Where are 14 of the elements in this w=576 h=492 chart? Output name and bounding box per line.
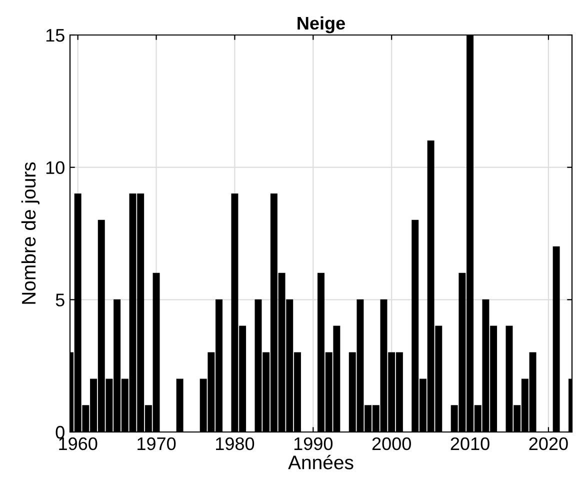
y-tick-label: 10	[46, 161, 64, 174]
chart-title: Neige	[298, 16, 345, 34]
x-tick-label: 1980	[216, 437, 254, 450]
x-tick-label: 2020	[529, 437, 568, 450]
y-tick-label: 15	[46, 29, 64, 42]
y-tick-label: 5	[56, 294, 64, 306]
x-tick-label: 1990	[294, 437, 333, 450]
x-tick-label: 2010	[450, 437, 490, 450]
x-axis-title: Années	[288, 454, 354, 470]
y-axis-title: Nombre de jours	[21, 162, 40, 304]
y-tick-label: 0	[56, 426, 64, 439]
x-tick-label: 1960	[59, 437, 98, 450]
x-tick-label: 2000	[372, 437, 411, 450]
x-tick-label: 1970	[138, 437, 176, 450]
